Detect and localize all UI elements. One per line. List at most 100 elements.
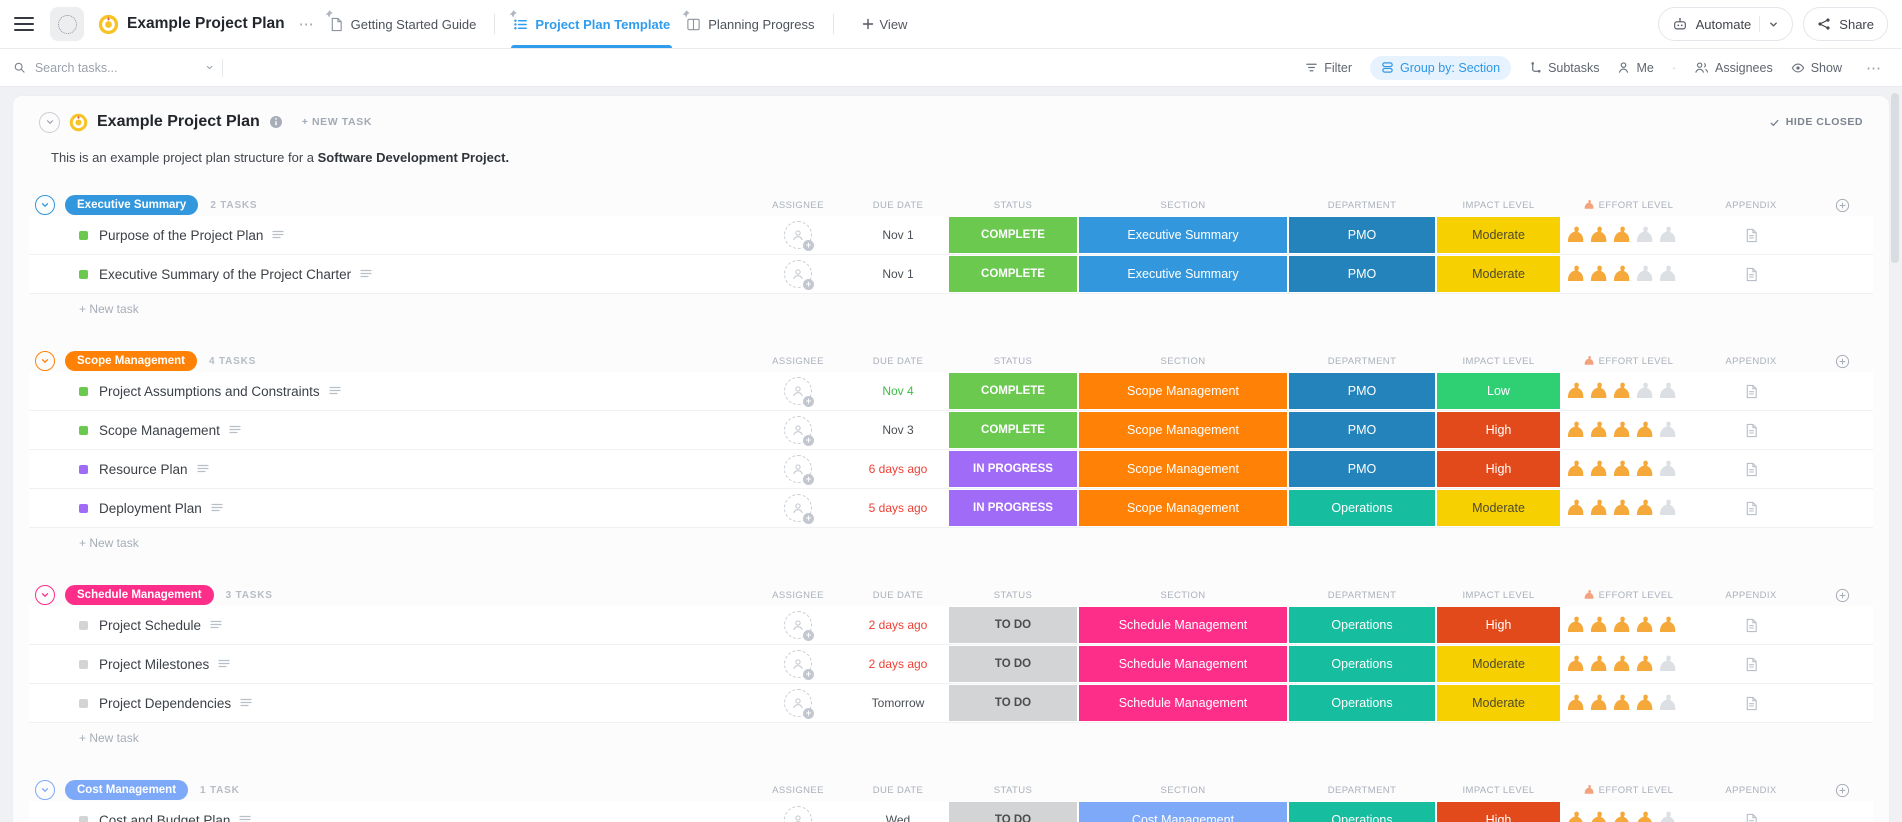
assignee-avatar[interactable]: + xyxy=(784,689,812,717)
chevron-down-icon[interactable] xyxy=(205,62,214,73)
effort-bicep-icon[interactable] xyxy=(1588,264,1609,285)
section-cell[interactable]: Scope Management xyxy=(1079,373,1287,409)
effort-bicep-icon[interactable] xyxy=(1657,420,1678,441)
column-header-effort-level[interactable]: EFFORT LEVEL xyxy=(1561,589,1691,601)
column-header-department[interactable]: DEPARTMENT xyxy=(1288,590,1436,601)
task-row[interactable]: Project Dependencies + Tomorrow TO DO Sc… xyxy=(29,684,1873,723)
column-header-effort-level[interactable]: EFFORT LEVEL xyxy=(1561,199,1691,211)
task-row[interactable]: Scope Management + Nov 3 COMPLETE Scope … xyxy=(29,411,1873,450)
hamburger-menu-icon[interactable] xyxy=(14,17,34,31)
task-row[interactable]: Deployment Plan + 5 days ago IN PROGRESS… xyxy=(29,489,1873,528)
column-header-section[interactable]: SECTION xyxy=(1078,590,1288,601)
appendix-doc-icon[interactable] xyxy=(1744,267,1759,282)
column-header-status[interactable]: STATUS xyxy=(948,200,1078,211)
space-button[interactable] xyxy=(50,7,84,41)
column-header-appendix[interactable]: APPENDIX xyxy=(1691,356,1811,367)
due-date[interactable]: Nov 3 xyxy=(882,423,913,437)
task-status-square-icon[interactable] xyxy=(79,231,88,240)
task-name[interactable]: Project Assumptions and Constraints xyxy=(99,384,320,399)
tab-getting-started-guide[interactable]: Getting Started Guide xyxy=(321,0,485,48)
column-header-due-date[interactable]: DUE DATE xyxy=(848,356,948,367)
effort-bicep-icon[interactable] xyxy=(1565,264,1586,285)
automate-button[interactable]: Automate xyxy=(1658,7,1794,41)
due-date[interactable]: 6 days ago xyxy=(869,462,928,476)
column-header-due-date[interactable]: DUE DATE xyxy=(848,590,948,601)
due-date[interactable]: Wed xyxy=(886,813,910,822)
effort-bicep-icon[interactable] xyxy=(1588,693,1609,714)
task-description-icon[interactable] xyxy=(197,464,209,474)
task-status-square-icon[interactable] xyxy=(79,270,88,279)
column-header-section[interactable]: SECTION xyxy=(1078,200,1288,211)
column-header-appendix[interactable]: APPENDIX xyxy=(1691,590,1811,601)
effort-bicep-icon[interactable] xyxy=(1588,654,1609,675)
effort-bicep-icon[interactable] xyxy=(1565,225,1586,246)
column-header-impact-level[interactable]: IMPACT LEVEL xyxy=(1436,356,1561,367)
status-cell[interactable]: IN PROGRESS xyxy=(949,490,1077,526)
due-date[interactable]: Tomorrow xyxy=(872,696,925,710)
task-name[interactable]: Executive Summary of the Project Charter xyxy=(99,267,351,282)
task-status-square-icon[interactable] xyxy=(79,660,88,669)
column-header-assignee[interactable]: ASSIGNEE xyxy=(748,590,848,601)
effort-bicep-icon[interactable] xyxy=(1657,459,1678,480)
effort-bicep-icon[interactable] xyxy=(1565,810,1586,822)
status-cell[interactable]: TO DO xyxy=(949,646,1077,682)
appendix-doc-icon[interactable] xyxy=(1744,813,1759,822)
effort-bicep-icon[interactable] xyxy=(1634,654,1655,675)
assignee-avatar[interactable]: + xyxy=(784,650,812,678)
effort-bicep-icon[interactable] xyxy=(1634,420,1655,441)
column-header-assignee[interactable]: ASSIGNEE xyxy=(748,200,848,211)
appendix-doc-icon[interactable] xyxy=(1744,696,1759,711)
add-column-button[interactable] xyxy=(1811,783,1873,798)
effort-bicep-icon[interactable] xyxy=(1611,264,1632,285)
search-input[interactable] xyxy=(33,60,157,76)
new-task-button-top[interactable]: + NEW TASK xyxy=(302,116,372,128)
effort-bicep-icon[interactable] xyxy=(1657,264,1678,285)
column-header-status[interactable]: STATUS xyxy=(948,785,1078,796)
effort-bicep-icon[interactable] xyxy=(1588,459,1609,480)
new-task-button[interactable]: + New task xyxy=(29,528,1873,558)
subtasks-button[interactable]: Subtasks xyxy=(1529,61,1599,75)
hide-closed-toggle[interactable]: HIDE CLOSED xyxy=(1769,116,1863,128)
effort-bicep-icon[interactable] xyxy=(1634,810,1655,822)
department-cell[interactable]: PMO xyxy=(1289,217,1435,253)
effort-bicep-icon[interactable] xyxy=(1657,810,1678,822)
collapse-list-chevron-icon[interactable] xyxy=(39,112,60,133)
chevron-down-icon[interactable] xyxy=(1768,19,1779,30)
section-collapse-chevron-icon[interactable] xyxy=(35,585,55,605)
task-description-icon[interactable] xyxy=(211,503,223,513)
status-cell[interactable]: COMPLETE xyxy=(949,256,1077,292)
column-header-appendix[interactable]: APPENDIX xyxy=(1691,200,1811,211)
effort-bicep-icon[interactable] xyxy=(1611,693,1632,714)
effort-level-cell[interactable] xyxy=(1561,225,1691,246)
search-box[interactable] xyxy=(14,60,214,76)
column-header-effort-level[interactable]: EFFORT LEVEL xyxy=(1561,355,1691,367)
section-pill[interactable]: Schedule Management xyxy=(65,585,214,605)
show-button[interactable]: Show xyxy=(1791,61,1842,75)
appendix-doc-icon[interactable] xyxy=(1744,462,1759,477)
status-cell[interactable]: IN PROGRESS xyxy=(949,451,1077,487)
section-pill[interactable]: Executive Summary xyxy=(65,195,198,215)
task-name[interactable]: Deployment Plan xyxy=(99,501,202,516)
toolbar-more-icon[interactable]: ⋯ xyxy=(1860,59,1888,77)
task-status-square-icon[interactable] xyxy=(79,621,88,630)
effort-bicep-icon[interactable] xyxy=(1611,615,1632,636)
section-cell[interactable]: Schedule Management xyxy=(1079,646,1287,682)
task-description-icon[interactable] xyxy=(240,698,252,708)
effort-level-cell[interactable] xyxy=(1561,693,1691,714)
task-status-square-icon[interactable] xyxy=(79,387,88,396)
effort-bicep-icon[interactable] xyxy=(1611,459,1632,480)
task-row[interactable]: Executive Summary of the Project Charter… xyxy=(29,255,1873,294)
assignee-avatar[interactable]: + xyxy=(784,494,812,522)
task-name[interactable]: Purpose of the Project Plan xyxy=(99,228,263,243)
effort-bicep-icon[interactable] xyxy=(1611,225,1632,246)
impact-level-cell[interactable]: Low xyxy=(1437,373,1560,409)
effort-level-cell[interactable] xyxy=(1561,615,1691,636)
status-cell[interactable]: TO DO xyxy=(949,802,1077,822)
effort-bicep-icon[interactable] xyxy=(1657,654,1678,675)
column-header-assignee[interactable]: ASSIGNEE xyxy=(748,785,848,796)
assignee-avatar[interactable]: + xyxy=(784,611,812,639)
impact-level-cell[interactable]: High xyxy=(1437,412,1560,448)
effort-level-cell[interactable] xyxy=(1561,459,1691,480)
task-status-square-icon[interactable] xyxy=(79,504,88,513)
effort-bicep-icon[interactable] xyxy=(1565,459,1586,480)
